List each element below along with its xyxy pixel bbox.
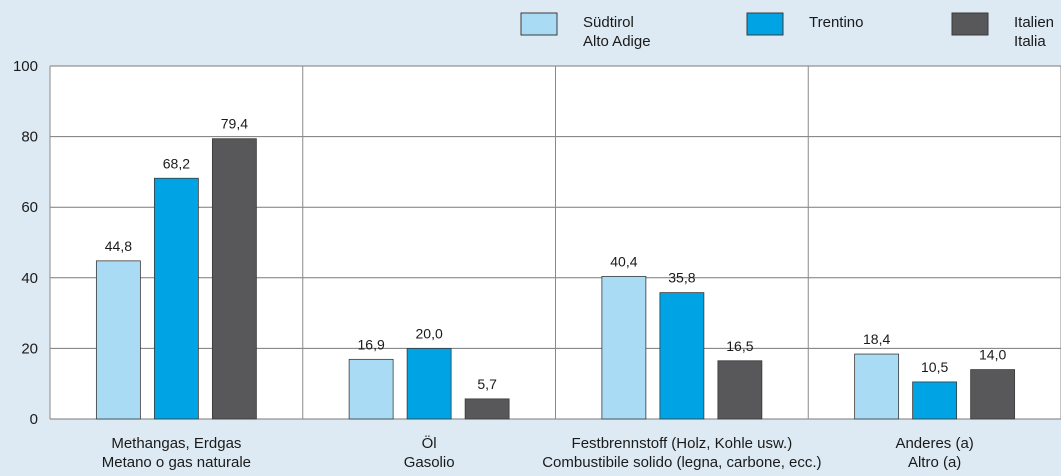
data-label: 18,4 [863,331,890,347]
grid-layer [49,65,1061,420]
bar [717,360,763,420]
data-label: 5,7 [477,376,497,392]
labels-layer: 44,8 68,2 79,4 16,9 20,0 5,7 40,4 35,8 16,5 18,4 1… [105,116,1007,392]
bar [348,358,394,420]
x-category-label: Combustibile solido (legna, carbone, ecc… [542,454,821,471]
bar [95,260,141,420]
bar [854,353,900,420]
bar [970,369,1016,420]
data-label: 10,5 [921,359,948,375]
y-tick-label: 20 [21,340,38,357]
data-label: 68,2 [163,155,190,171]
legend-label: Alto Adige [583,33,651,50]
bar [659,292,705,420]
bar [406,347,452,420]
x-category-label: Festbrennstoff (Holz, Kohle usw.) [572,435,793,452]
data-label: 16,5 [726,338,753,354]
legend-swatch [951,12,989,36]
data-label: 40,4 [610,253,637,269]
data-label: 44,8 [105,238,132,254]
legend-label: Südtirol [583,14,634,31]
x-category-label: Altro (a) [908,454,961,471]
bar [601,275,647,420]
bar [464,398,510,420]
data-label: 14,0 [979,347,1006,363]
legend-swatch [520,12,558,36]
legend-label: Italia [1014,33,1046,50]
x-category-label: Methangas, Erdgas [111,435,241,452]
bars-layer [95,138,1016,420]
x-category-label: Gasolio [404,454,455,471]
data-label: 79,4 [221,116,248,132]
axis-layer: 0 20 40 60 80 100 Methangas, Erdgas Metano o ga… [13,58,974,471]
legend-swatch [746,12,784,36]
bar [153,177,199,420]
x-category-label: Öl [422,434,437,452]
data-label: 35,8 [668,270,695,286]
x-category-label: Anderes (a) [895,435,973,452]
y-tick-label: 0 [30,411,38,428]
legend-label: Italien [1014,14,1054,31]
y-tick-label: 60 [21,199,38,216]
bar [211,138,257,420]
data-label: 16,9 [358,336,385,352]
y-tick-label: 100 [13,58,38,75]
legend: Südtirol Alto Adige Trentino Italien Italia [520,12,1054,50]
data-label: 20,0 [416,325,443,341]
y-tick-label: 40 [21,270,38,287]
bar [912,381,958,420]
x-category-label: Metano o gas naturale [102,454,251,471]
legend-label: Trentino [809,14,863,31]
y-tick-label: 80 [21,129,38,146]
